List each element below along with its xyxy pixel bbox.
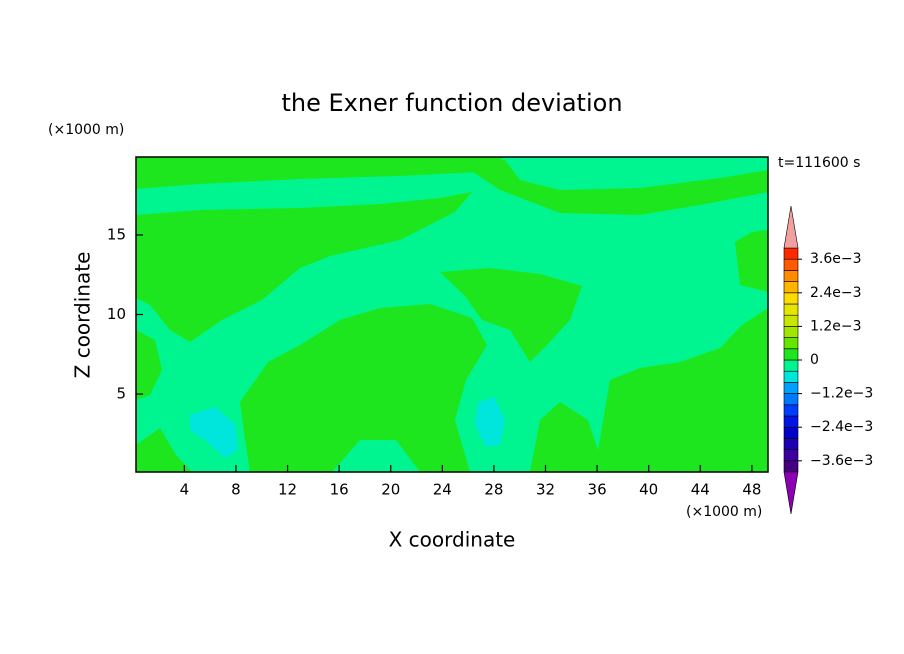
colorbar-box	[783, 314, 799, 327]
colorbar-box	[783, 438, 799, 450]
colorbar-tick-label: −1.2e−3	[810, 386, 873, 402]
colorbar-box	[783, 303, 799, 316]
colorbar-box	[783, 426, 799, 439]
y-axis-label: Z coordinate	[71, 252, 95, 379]
colorbar-tick-label: −2.4e−3	[810, 419, 873, 435]
x-tick-label: 44	[691, 481, 710, 499]
field-region	[440, 268, 582, 362]
colorbar-box	[783, 404, 799, 417]
x-tick-label: 36	[588, 481, 607, 499]
colorbar-tick-label: −3.6e−3	[810, 453, 873, 469]
field-region	[735, 230, 768, 292]
x-tick-label: 4	[180, 481, 190, 499]
y-unit-label: (×1000 m)	[48, 122, 124, 138]
chart-title: the Exner function deviation	[281, 89, 622, 117]
y-tick-label: 15	[107, 225, 126, 243]
x-tick-label: 12	[278, 481, 297, 499]
field-region	[136, 428, 192, 472]
y-tick-label: 10	[107, 305, 126, 323]
colorbar-tick-label: 1.2e−3	[810, 318, 862, 334]
x-tick-label: 8	[231, 481, 241, 499]
colorbar-box	[783, 247, 799, 260]
colorbar-box	[783, 270, 799, 282]
time-label: t=111600 s	[778, 155, 860, 171]
x-tick-label: 48	[742, 481, 761, 499]
colorbar-tick-label: 3.6e−3	[810, 251, 862, 267]
colorbar-box	[783, 281, 799, 294]
field	[136, 157, 768, 472]
field-region	[190, 407, 238, 458]
field-region	[475, 397, 505, 447]
colorbar-box	[783, 326, 799, 338]
x-tick-label: 32	[536, 481, 555, 499]
colorbar-box	[783, 348, 799, 361]
x-tick-label: 40	[639, 481, 658, 499]
colorbar-extend-high	[783, 205, 799, 249]
colorbar-tick-label: 0	[810, 352, 819, 368]
colorbar-box	[783, 460, 799, 473]
field-region	[136, 157, 505, 189]
colorbar-box	[783, 292, 799, 305]
field-region	[136, 330, 162, 400]
x-axis-label: X coordinate	[389, 528, 516, 552]
field-region	[455, 160, 768, 215]
field-region	[136, 192, 472, 342]
colorbar-tick-label: 2.4e−3	[810, 285, 862, 301]
x-tick-label: 20	[381, 481, 400, 499]
x-unit-label: (×1000 m)	[686, 504, 762, 520]
colorbar-box	[783, 370, 799, 383]
colorbar-box	[783, 393, 799, 406]
colorbar-box	[783, 359, 799, 372]
y-tick-label: 5	[116, 385, 126, 403]
colorbar-box	[783, 382, 799, 394]
x-tick-label: 24	[433, 481, 452, 499]
colorbar-box	[783, 415, 799, 428]
x-tick-label: 28	[484, 481, 503, 499]
field-region	[530, 308, 768, 472]
colorbar-box	[783, 258, 799, 271]
colorbar-extend-low	[783, 471, 799, 515]
colorbar-box	[783, 337, 799, 350]
field-region	[240, 304, 487, 472]
x-tick-label: 16	[330, 481, 349, 499]
colorbar-box	[783, 449, 799, 462]
